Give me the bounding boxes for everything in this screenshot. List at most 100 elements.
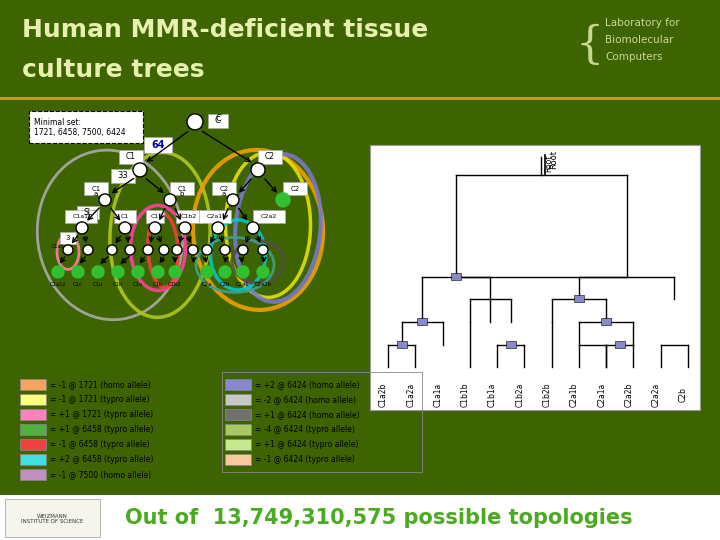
Bar — [574, 295, 584, 302]
Text: Computers: Computers — [605, 52, 662, 62]
Bar — [225, 409, 251, 420]
Text: C: C — [215, 114, 221, 124]
Bar — [370, 145, 700, 410]
FancyBboxPatch shape — [253, 210, 285, 223]
Text: C2a1: C2a1 — [236, 282, 250, 287]
FancyBboxPatch shape — [65, 210, 97, 223]
Circle shape — [159, 245, 169, 255]
Text: C1b1a: C1b1a — [488, 383, 497, 407]
FancyBboxPatch shape — [111, 169, 135, 183]
Text: = -1 @ 1721 (typro allele): = -1 @ 1721 (typro allele) — [50, 395, 150, 404]
FancyBboxPatch shape — [60, 232, 76, 244]
Circle shape — [92, 266, 104, 278]
FancyBboxPatch shape — [84, 182, 108, 195]
Circle shape — [202, 245, 212, 255]
Text: C2a: C2a — [202, 282, 212, 287]
Text: C2a2b: C2a2b — [254, 282, 271, 287]
Text: C1a1: C1a1 — [52, 244, 64, 249]
FancyBboxPatch shape — [212, 182, 236, 195]
Text: culture trees: culture trees — [22, 58, 204, 82]
Text: C1b2: C1b2 — [168, 282, 182, 287]
Circle shape — [164, 194, 176, 206]
Text: C2a2a: C2a2a — [652, 383, 661, 407]
Text: C1: C1 — [151, 214, 159, 219]
Text: Minimal set:
1721, 6458, 7500, 6424: Minimal set: 1721, 6458, 7500, 6424 — [34, 118, 125, 137]
Text: = -1 @ 7500 (homo allele): = -1 @ 7500 (homo allele) — [50, 470, 151, 480]
FancyBboxPatch shape — [144, 137, 172, 153]
Circle shape — [83, 245, 93, 255]
Text: C2a2b: C2a2b — [624, 383, 634, 407]
Text: C1b2b: C1b2b — [543, 383, 552, 407]
Bar — [225, 394, 251, 405]
Text: a: a — [222, 191, 226, 197]
Bar — [222, 373, 422, 472]
Bar — [20, 469, 46, 480]
Text: C1b: C1b — [113, 282, 123, 287]
Bar — [20, 379, 46, 390]
Circle shape — [143, 245, 153, 255]
Circle shape — [132, 266, 144, 278]
Text: C1u: C1u — [93, 282, 103, 287]
Text: C1: C1 — [126, 152, 136, 161]
Text: C2: C2 — [220, 186, 228, 192]
Text: = -1 @ 6424 (typro allele): = -1 @ 6424 (typro allele) — [255, 455, 355, 464]
Text: = +2 @ 6424 (homo allele): = +2 @ 6424 (homo allele) — [255, 381, 359, 389]
Bar — [0, 495, 720, 540]
Text: C1: C1 — [177, 186, 186, 192]
Bar — [20, 409, 46, 420]
Circle shape — [119, 222, 131, 234]
Bar — [397, 341, 407, 348]
Circle shape — [188, 245, 198, 255]
Bar — [225, 424, 251, 435]
FancyBboxPatch shape — [258, 150, 282, 164]
Text: WEIZMANN
INSTITUTE OF SCIENCE: WEIZMANN INSTITUTE OF SCIENCE — [21, 514, 84, 524]
Circle shape — [72, 266, 84, 278]
Bar — [615, 341, 625, 348]
Text: 64: 64 — [151, 140, 165, 150]
Bar — [20, 394, 46, 405]
Text: C2a2: C2a2 — [261, 214, 277, 219]
Circle shape — [152, 266, 164, 278]
Text: C2a1b: C2a1b — [570, 383, 579, 407]
Text: C1b: C1b — [153, 282, 163, 287]
Bar — [417, 319, 427, 326]
Text: {: { — [576, 23, 604, 66]
Circle shape — [201, 266, 213, 278]
Circle shape — [257, 266, 269, 278]
Text: C2a1a: C2a1a — [597, 383, 606, 407]
FancyBboxPatch shape — [283, 182, 307, 195]
Text: = +1 @ 6424 (homo allele): = +1 @ 6424 (homo allele) — [255, 410, 359, 420]
Text: C1a1: C1a1 — [73, 214, 89, 219]
FancyBboxPatch shape — [208, 114, 228, 128]
FancyBboxPatch shape — [176, 210, 202, 223]
FancyBboxPatch shape — [146, 210, 164, 223]
Text: C1b1b: C1b1b — [461, 383, 470, 407]
Circle shape — [276, 193, 290, 207]
Bar — [505, 341, 516, 348]
Bar — [20, 454, 46, 465]
Circle shape — [99, 194, 111, 206]
Circle shape — [107, 245, 117, 255]
Text: 3: 3 — [66, 235, 71, 241]
Text: = -2 @ 6424 (homo allele): = -2 @ 6424 (homo allele) — [255, 395, 356, 404]
Bar — [20, 424, 46, 435]
Text: 33: 33 — [117, 171, 128, 180]
Text: C1a1z: C1a1z — [50, 282, 66, 287]
Text: Laboratory for: Laboratory for — [605, 18, 680, 28]
FancyBboxPatch shape — [114, 210, 136, 223]
Text: = -1 @ 1721 (homo allele): = -1 @ 1721 (homo allele) — [50, 381, 150, 389]
Bar — [451, 273, 462, 280]
Circle shape — [149, 222, 161, 234]
FancyBboxPatch shape — [29, 111, 143, 143]
Circle shape — [133, 163, 147, 177]
Circle shape — [237, 266, 249, 278]
Circle shape — [251, 163, 265, 177]
Bar — [601, 319, 611, 326]
Text: C1b2: C1b2 — [181, 214, 197, 219]
Text: = +1 @ 1721 (typro allele): = +1 @ 1721 (typro allele) — [50, 410, 153, 420]
Text: C: C — [214, 117, 220, 125]
Circle shape — [227, 194, 239, 206]
Circle shape — [220, 245, 230, 255]
Bar — [20, 439, 46, 450]
Text: C2a1: C2a1 — [207, 214, 223, 219]
